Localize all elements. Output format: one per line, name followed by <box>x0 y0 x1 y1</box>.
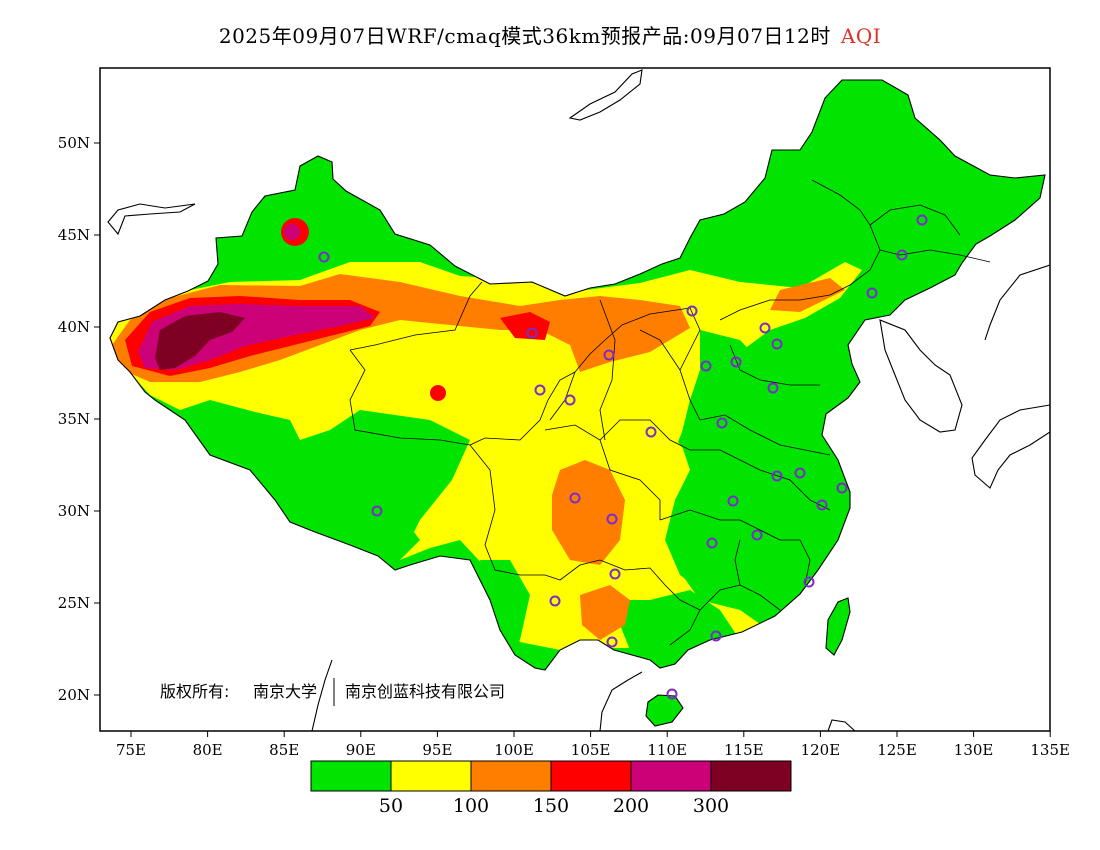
lon-tick-label: 90E <box>346 741 376 759</box>
monitoring-stations <box>318 214 928 700</box>
station-marker <box>771 338 783 350</box>
copyright-org2: 南京创蓝科技有限公司 <box>345 682 505 701</box>
lon-tick-label: 80E <box>193 741 223 759</box>
station-marker <box>606 636 618 648</box>
lat-tick-label: 50N <box>58 134 90 152</box>
title-variable: AQI <box>840 24 882 48</box>
station-marker <box>706 537 718 549</box>
legend-threshold-label: 300 <box>693 795 729 817</box>
legend-swatch <box>470 760 552 792</box>
coastlines <box>107 69 1050 731</box>
station-marker <box>606 513 618 525</box>
station-marker <box>759 322 771 334</box>
aqi-zone-hazardous <box>155 312 245 370</box>
lon-tick-label: 105E <box>571 741 611 759</box>
legend-swatch <box>390 760 472 792</box>
latitude-axis: 50N 45N 40N 35N 30N 25N 20N <box>58 134 100 704</box>
station-marker <box>318 251 330 263</box>
lon-tick-label: 120E <box>801 741 841 759</box>
lat-tick-label: 45N <box>58 226 90 244</box>
lon-tick-label: 85E <box>269 741 299 759</box>
aqi-zone-unhealthy-qaidam <box>430 385 446 401</box>
station-marker <box>751 529 763 541</box>
station-marker <box>836 482 848 494</box>
map-frame <box>99 67 1051 732</box>
station-marker <box>700 360 712 372</box>
station-marker <box>526 327 538 339</box>
station-marker <box>686 305 698 317</box>
station-marker <box>716 417 728 429</box>
station-marker <box>666 688 678 700</box>
title-main: 2025年09月07日WRF/cmaq模式36km预报产品:09月07日12时 <box>218 24 831 48</box>
lon-tick-label: 135E <box>1030 741 1070 759</box>
legend-swatch <box>550 760 632 792</box>
lat-tick-label: 20N <box>58 686 90 704</box>
aqi-zone-very-unhealthy-ili <box>284 224 300 240</box>
legend-threshold-label: 100 <box>453 795 489 817</box>
station-marker <box>771 470 783 482</box>
aqi-legend: 50 100 150 200 300 <box>310 760 792 817</box>
station-marker <box>710 630 722 642</box>
lon-tick-label: 110E <box>647 741 687 759</box>
lat-tick-label: 25N <box>58 594 90 612</box>
station-marker <box>645 426 657 438</box>
lat-tick-label: 40N <box>58 318 90 336</box>
lon-tick-label: 100E <box>494 741 534 759</box>
station-marker <box>866 287 878 299</box>
map-title: 2025年09月07日WRF/cmaq模式36km预报产品:09月07日12时 A… <box>0 20 1100 49</box>
lon-tick-label: 95E <box>422 741 452 759</box>
aqi-zone-usg-ne <box>770 278 845 312</box>
provincial-boundaries <box>349 179 991 646</box>
station-marker <box>767 382 779 394</box>
legend-swatch <box>710 760 792 792</box>
aqi-zone-good-east-plain <box>665 330 800 590</box>
station-marker <box>603 349 615 361</box>
station-marker <box>896 249 908 261</box>
aqi-zone-usg-sichuan <box>552 460 625 565</box>
copyright-org1: 南京大学 <box>253 682 317 701</box>
lon-tick-label: 125E <box>877 741 917 759</box>
lon-tick-label: 115E <box>724 741 764 759</box>
station-marker <box>371 505 383 517</box>
station-marker <box>549 595 561 607</box>
aqi-zone-good-tibet <box>190 410 420 560</box>
legend-threshold-label: 150 <box>533 795 569 817</box>
station-marker <box>803 576 815 588</box>
station-marker <box>564 394 576 406</box>
lon-tick-label: 130E <box>954 741 994 759</box>
aqi-zone-good-southwest <box>480 560 530 655</box>
legend-threshold-label: 50 <box>379 795 403 817</box>
station-marker <box>609 568 621 580</box>
copyright-note: 版权所有: 南京大学 南京创蓝科技有限公司 <box>160 678 505 706</box>
lon-tick-label: 75E <box>116 741 146 759</box>
copyright-owner-label: 版权所有: <box>160 682 229 701</box>
station-marker <box>727 495 739 507</box>
lat-tick-label: 30N <box>58 502 90 520</box>
aqi-zone-usg-yunnan <box>580 585 630 640</box>
station-marker <box>794 467 806 479</box>
station-marker <box>730 356 742 368</box>
lat-tick-label: 35N <box>58 410 90 428</box>
station-marker <box>916 214 928 226</box>
legend-swatch <box>630 760 712 792</box>
station-marker <box>534 384 546 396</box>
station-marker <box>816 499 828 511</box>
station-marker <box>569 492 581 504</box>
longitude-axis: 75E 80E 85E 90E 95E 100E 105E 110E 115E 120E 125E 1… <box>116 731 1070 759</box>
legend-threshold-label: 200 <box>613 795 649 817</box>
legend-swatch <box>310 760 392 792</box>
